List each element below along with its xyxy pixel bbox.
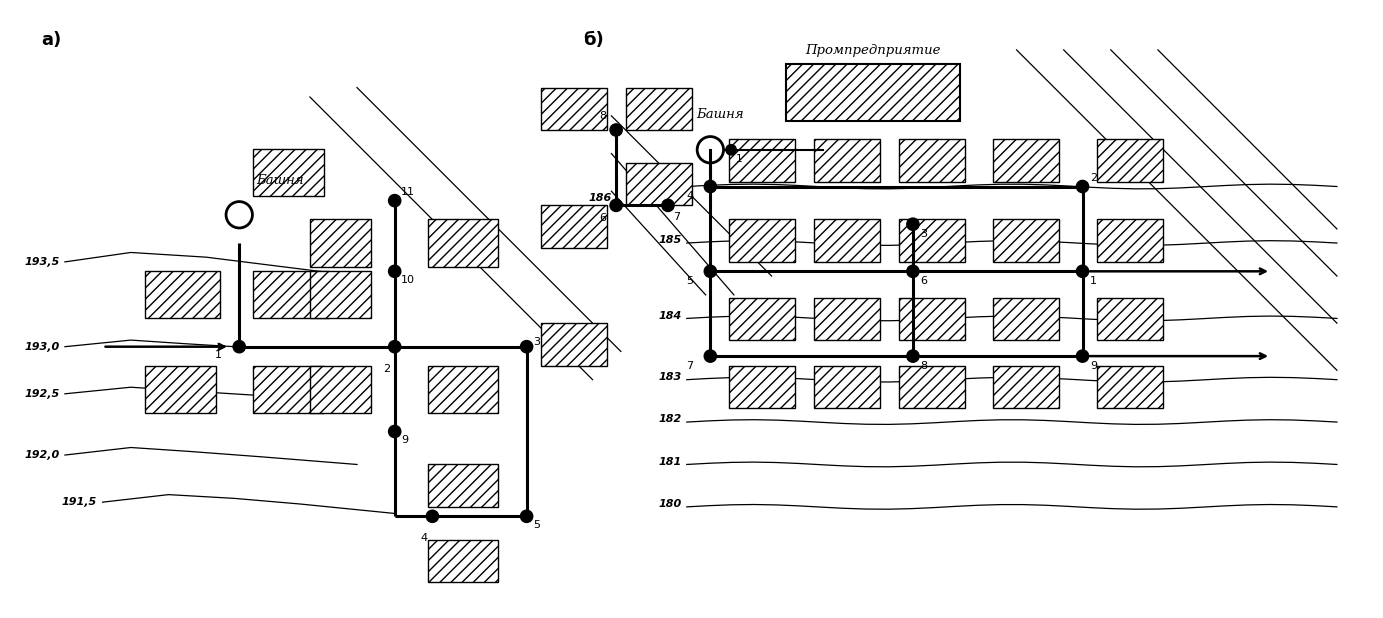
Text: Промпредприятие: Промпредприятие [805, 44, 940, 57]
Bar [899, 219, 965, 262]
Bar [815, 298, 880, 340]
Text: 1: 1 [216, 350, 223, 360]
Text: 6: 6 [921, 276, 928, 286]
Text: 1: 1 [736, 153, 743, 164]
Text: 8: 8 [921, 361, 928, 371]
Bar [541, 88, 607, 130]
Text: 2: 2 [1090, 173, 1097, 183]
Bar [541, 205, 607, 248]
Bar [253, 271, 329, 318]
Circle shape [662, 199, 674, 211]
Bar [1097, 298, 1163, 340]
Text: 3: 3 [534, 337, 541, 347]
Text: 11: 11 [401, 187, 415, 197]
Text: 8: 8 [600, 111, 607, 121]
Text: 191,5: 191,5 [62, 497, 97, 507]
Text: 1: 1 [1090, 276, 1097, 286]
Bar [899, 298, 965, 340]
Text: 192,0: 192,0 [24, 450, 59, 460]
Text: 3: 3 [921, 229, 928, 239]
Bar [993, 219, 1059, 262]
Text: 5: 5 [686, 276, 693, 286]
Bar [993, 298, 1059, 340]
Circle shape [907, 265, 920, 277]
Circle shape [389, 195, 401, 207]
Circle shape [426, 510, 438, 522]
Text: 2: 2 [383, 363, 390, 374]
Bar [899, 365, 965, 408]
Bar [815, 219, 880, 262]
Text: 186: 186 [658, 179, 682, 188]
Bar [729, 140, 795, 182]
Bar [310, 365, 371, 413]
Bar [1097, 140, 1163, 182]
Bar [815, 140, 880, 182]
Text: 7: 7 [686, 361, 693, 371]
Bar [786, 64, 960, 121]
Text: 192,5: 192,5 [24, 389, 59, 399]
Circle shape [610, 199, 622, 211]
Text: а): а) [41, 31, 62, 49]
Circle shape [704, 350, 716, 362]
Circle shape [520, 341, 532, 353]
Circle shape [610, 124, 622, 136]
Text: 185: 185 [658, 235, 682, 245]
Bar [541, 323, 607, 365]
Bar [993, 365, 1059, 408]
Text: 6: 6 [600, 213, 607, 223]
Text: 9: 9 [1090, 361, 1097, 371]
Text: 186: 186 [588, 193, 611, 203]
Circle shape [704, 180, 716, 193]
Text: 193,0: 193,0 [24, 342, 59, 352]
Text: 10: 10 [401, 275, 415, 285]
Bar [815, 365, 880, 408]
Text: 181: 181 [658, 457, 682, 467]
Circle shape [389, 425, 401, 438]
Bar [310, 271, 371, 318]
Circle shape [907, 218, 920, 231]
Text: 4: 4 [420, 533, 427, 543]
Bar [1097, 219, 1163, 262]
Bar [427, 540, 498, 582]
Bar [625, 163, 692, 205]
Circle shape [907, 350, 920, 362]
Bar [253, 149, 324, 196]
Bar [145, 271, 220, 318]
Text: 180: 180 [658, 499, 682, 509]
Bar [729, 219, 795, 262]
Bar [729, 298, 795, 340]
Bar [729, 365, 795, 408]
Bar [253, 365, 324, 413]
Bar [899, 140, 965, 182]
Text: Башня: Башня [256, 174, 304, 187]
Text: 182: 182 [658, 414, 682, 424]
Bar [427, 365, 498, 413]
Bar [625, 88, 692, 130]
Circle shape [234, 341, 245, 353]
Bar [1097, 365, 1163, 408]
Circle shape [726, 145, 736, 155]
Text: 184: 184 [658, 311, 682, 321]
Bar [427, 219, 498, 266]
Text: 183: 183 [658, 372, 682, 382]
Circle shape [520, 510, 532, 522]
Circle shape [1076, 350, 1088, 362]
Text: 7: 7 [672, 212, 680, 222]
Circle shape [1076, 180, 1088, 193]
Text: 9: 9 [401, 435, 408, 445]
Circle shape [389, 265, 401, 277]
Circle shape [704, 265, 716, 277]
Text: 5: 5 [534, 520, 541, 530]
Bar [993, 140, 1059, 182]
Text: 4: 4 [686, 191, 693, 201]
Text: б): б) [584, 31, 604, 49]
Circle shape [389, 341, 401, 353]
Text: Башня: Башня [696, 108, 744, 121]
Bar [145, 365, 216, 413]
Bar [427, 465, 498, 507]
Text: 193,5: 193,5 [24, 257, 59, 267]
Bar [310, 219, 371, 266]
Circle shape [1076, 265, 1088, 277]
